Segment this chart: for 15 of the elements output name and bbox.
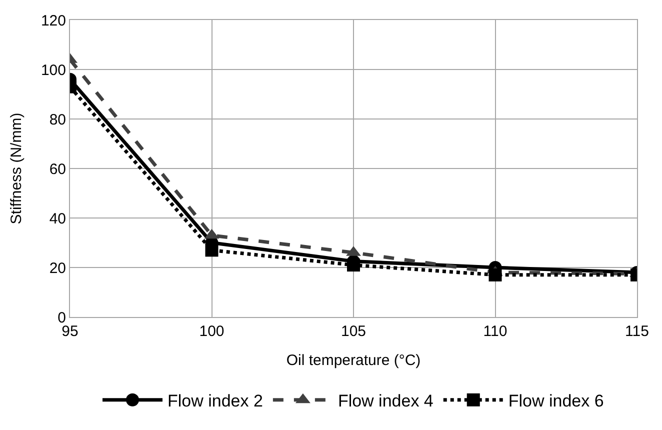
x-tick-label: 105: [340, 323, 366, 340]
y-tick-label: 120: [40, 12, 66, 30]
legend-label: Flow index 6: [508, 392, 604, 411]
y-axis-title: Stiffness (N/mm): [8, 112, 26, 224]
legend-label: Flow index 4: [338, 392, 434, 411]
x-tick-label: 110: [483, 323, 508, 340]
x-tick-label: 115: [625, 323, 649, 340]
x-axis-title: Oil temperature (°C): [286, 352, 421, 369]
y-tick-label: 80: [49, 111, 66, 128]
y-tick-label: 20: [49, 260, 66, 277]
y-tick-label: 100: [40, 62, 66, 79]
y-tick-label: 40: [49, 210, 66, 228]
legend-label: Flow index 2: [168, 392, 263, 411]
x-tick-label: 100: [199, 323, 224, 340]
y-tick-label: 60: [49, 160, 66, 178]
